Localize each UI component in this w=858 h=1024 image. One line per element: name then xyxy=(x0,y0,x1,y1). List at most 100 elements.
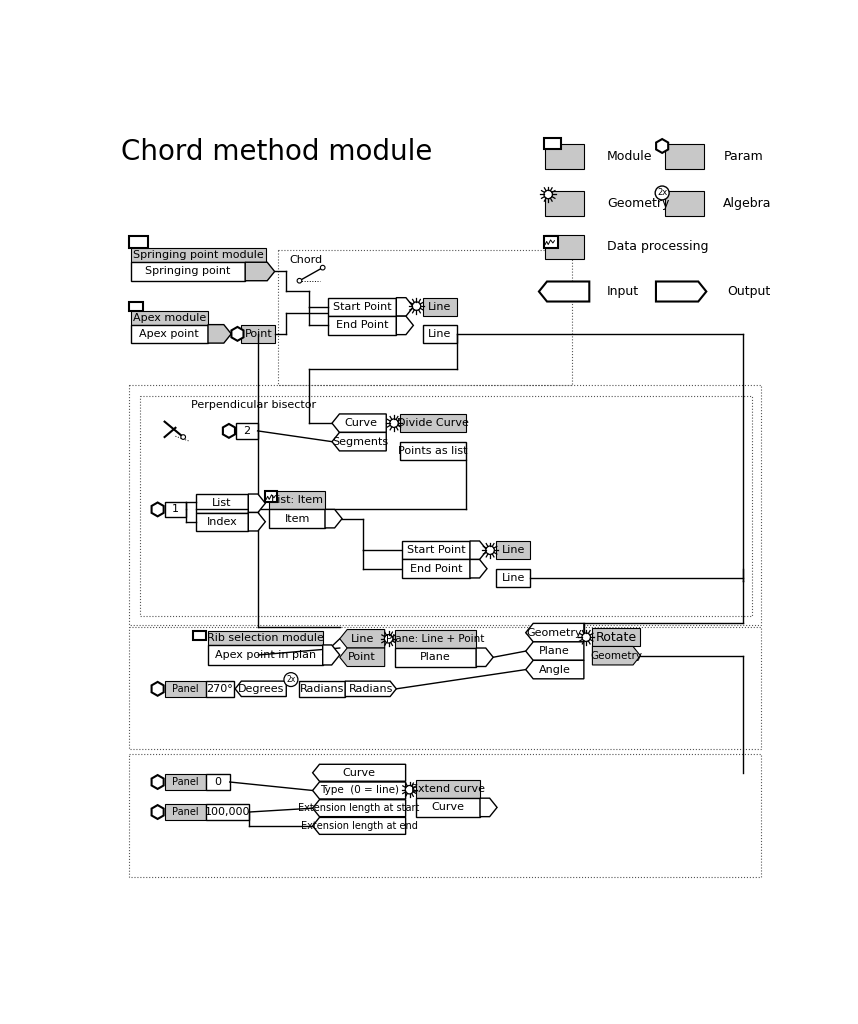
Text: 2x: 2x xyxy=(287,675,295,684)
Circle shape xyxy=(582,633,590,641)
Polygon shape xyxy=(526,624,584,642)
Bar xyxy=(130,325,208,343)
Polygon shape xyxy=(208,325,232,343)
Polygon shape xyxy=(232,327,244,341)
Bar xyxy=(129,385,760,625)
Text: Curve: Curve xyxy=(344,418,378,428)
Bar xyxy=(544,138,560,150)
Polygon shape xyxy=(592,646,640,665)
Text: Output: Output xyxy=(728,285,770,298)
Bar xyxy=(130,249,266,262)
Bar xyxy=(416,779,480,798)
Bar xyxy=(423,298,456,316)
Text: Panel: Panel xyxy=(172,684,199,694)
Text: Geometry: Geometry xyxy=(527,628,583,638)
Text: Plane: Plane xyxy=(420,652,450,663)
Polygon shape xyxy=(396,316,414,335)
Polygon shape xyxy=(340,630,384,648)
Bar xyxy=(545,191,584,216)
Bar xyxy=(166,774,206,790)
Bar xyxy=(328,316,396,335)
Bar xyxy=(665,144,704,169)
Text: Plane: Line + Point: Plane: Line + Point xyxy=(386,634,484,644)
Bar xyxy=(328,298,396,316)
Polygon shape xyxy=(470,541,487,559)
Bar xyxy=(129,628,760,749)
Bar xyxy=(207,774,230,790)
Polygon shape xyxy=(223,424,235,438)
Text: Chord: Chord xyxy=(289,255,323,265)
Text: Line: Line xyxy=(351,634,374,644)
Circle shape xyxy=(320,265,325,270)
Text: Springing point module: Springing point module xyxy=(132,250,263,260)
Polygon shape xyxy=(656,139,668,153)
Bar xyxy=(207,681,233,696)
Polygon shape xyxy=(248,494,265,512)
Polygon shape xyxy=(345,681,396,696)
Bar xyxy=(416,798,480,817)
Bar xyxy=(665,191,704,216)
Text: Apex module: Apex module xyxy=(133,312,206,323)
Circle shape xyxy=(412,302,420,310)
Polygon shape xyxy=(152,775,164,788)
Polygon shape xyxy=(325,509,342,528)
Polygon shape xyxy=(248,512,265,531)
Bar xyxy=(130,310,208,325)
Text: Rotate: Rotate xyxy=(595,631,637,644)
Circle shape xyxy=(405,785,414,794)
Text: Extension length at end: Extension length at end xyxy=(300,821,418,830)
Text: Segments: Segments xyxy=(333,436,389,446)
Text: Radians: Radians xyxy=(299,684,344,694)
Text: Algebra: Algebra xyxy=(723,198,772,210)
Bar xyxy=(241,325,275,343)
Polygon shape xyxy=(312,817,406,835)
Text: Line: Line xyxy=(428,302,451,312)
Text: End Point: End Point xyxy=(409,563,462,573)
Text: Divide Curve: Divide Curve xyxy=(396,418,468,428)
Text: Start Point: Start Point xyxy=(407,545,465,555)
Text: Item: Item xyxy=(285,514,310,523)
Text: Point: Point xyxy=(348,652,376,663)
Text: Line: Line xyxy=(502,573,525,583)
Bar xyxy=(592,628,640,646)
Polygon shape xyxy=(476,648,493,667)
Bar xyxy=(166,681,206,696)
Polygon shape xyxy=(152,503,164,516)
Circle shape xyxy=(284,673,298,686)
Bar xyxy=(208,631,323,645)
Polygon shape xyxy=(312,764,406,781)
Text: 1: 1 xyxy=(172,505,179,514)
Polygon shape xyxy=(526,642,584,660)
Bar xyxy=(269,490,325,509)
Text: Perpendicular bisector: Perpendicular bisector xyxy=(191,400,316,411)
Bar xyxy=(395,648,476,667)
Polygon shape xyxy=(323,645,340,665)
Text: 0: 0 xyxy=(214,777,221,787)
Text: Extension length at start: Extension length at start xyxy=(299,803,420,813)
Text: Radians: Radians xyxy=(348,684,393,694)
Text: Geometry: Geometry xyxy=(590,650,643,660)
Bar xyxy=(130,262,245,281)
Circle shape xyxy=(486,546,494,554)
Circle shape xyxy=(390,419,398,427)
Polygon shape xyxy=(656,282,706,301)
Text: Degrees: Degrees xyxy=(238,684,284,694)
Text: Panel: Panel xyxy=(172,777,199,787)
Polygon shape xyxy=(396,298,414,316)
Bar xyxy=(207,804,249,820)
Bar xyxy=(129,755,760,878)
Polygon shape xyxy=(152,682,164,695)
Bar xyxy=(165,502,186,517)
Text: End Point: End Point xyxy=(336,321,389,331)
Text: Curve: Curve xyxy=(432,803,465,812)
Text: Type  (0 = line): Type (0 = line) xyxy=(320,785,399,796)
Text: Plane: Plane xyxy=(539,646,570,656)
Bar xyxy=(395,630,476,648)
Bar xyxy=(264,490,277,502)
Text: Param: Param xyxy=(723,151,763,163)
Text: Curve: Curve xyxy=(342,768,376,778)
Circle shape xyxy=(544,190,553,199)
Text: Input: Input xyxy=(607,285,639,298)
Text: Rib selection module: Rib selection module xyxy=(207,633,323,643)
Bar xyxy=(129,301,143,310)
